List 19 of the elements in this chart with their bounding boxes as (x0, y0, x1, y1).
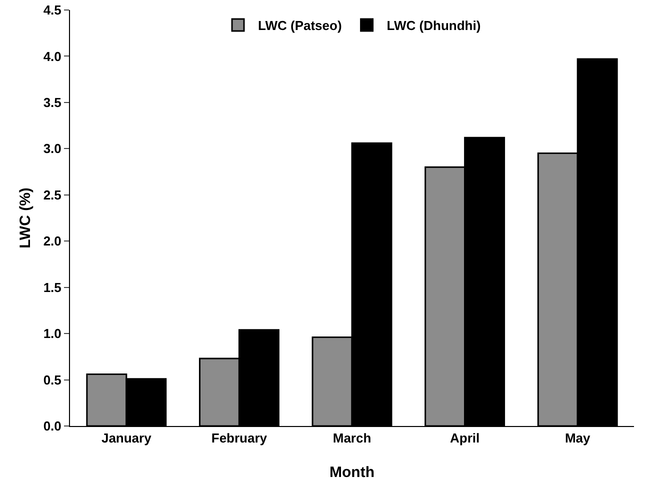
x-axis-title: Month (330, 464, 374, 481)
x-tick-label: February (211, 430, 268, 446)
y-tick-label: 3.0 (43, 141, 62, 156)
y-tick-label: 2.0 (43, 234, 62, 249)
y-tick-label: 1.5 (43, 280, 62, 295)
legend-label: LWC (Dhundhi) (386, 18, 481, 34)
y-tick-label: 2.5 (43, 187, 62, 202)
legend-label: LWC (Patseo) (258, 18, 342, 34)
x-tick-label: May (564, 430, 592, 446)
x-tick-label: March (332, 430, 372, 446)
y-axis-title: LWC (%) (17, 188, 34, 248)
y-tick-label: 1.0 (43, 326, 62, 342)
y-tick-label: 3.5 (43, 94, 62, 110)
y-tick-label: 4.5 (43, 2, 62, 18)
x-tick-label: January (101, 430, 152, 446)
y-tick-label: 4.0 (43, 48, 62, 64)
y-tick-label: 0.0 (43, 418, 62, 434)
y-tick-label: 0.5 (43, 372, 62, 388)
x-tick-label: April (450, 430, 480, 446)
